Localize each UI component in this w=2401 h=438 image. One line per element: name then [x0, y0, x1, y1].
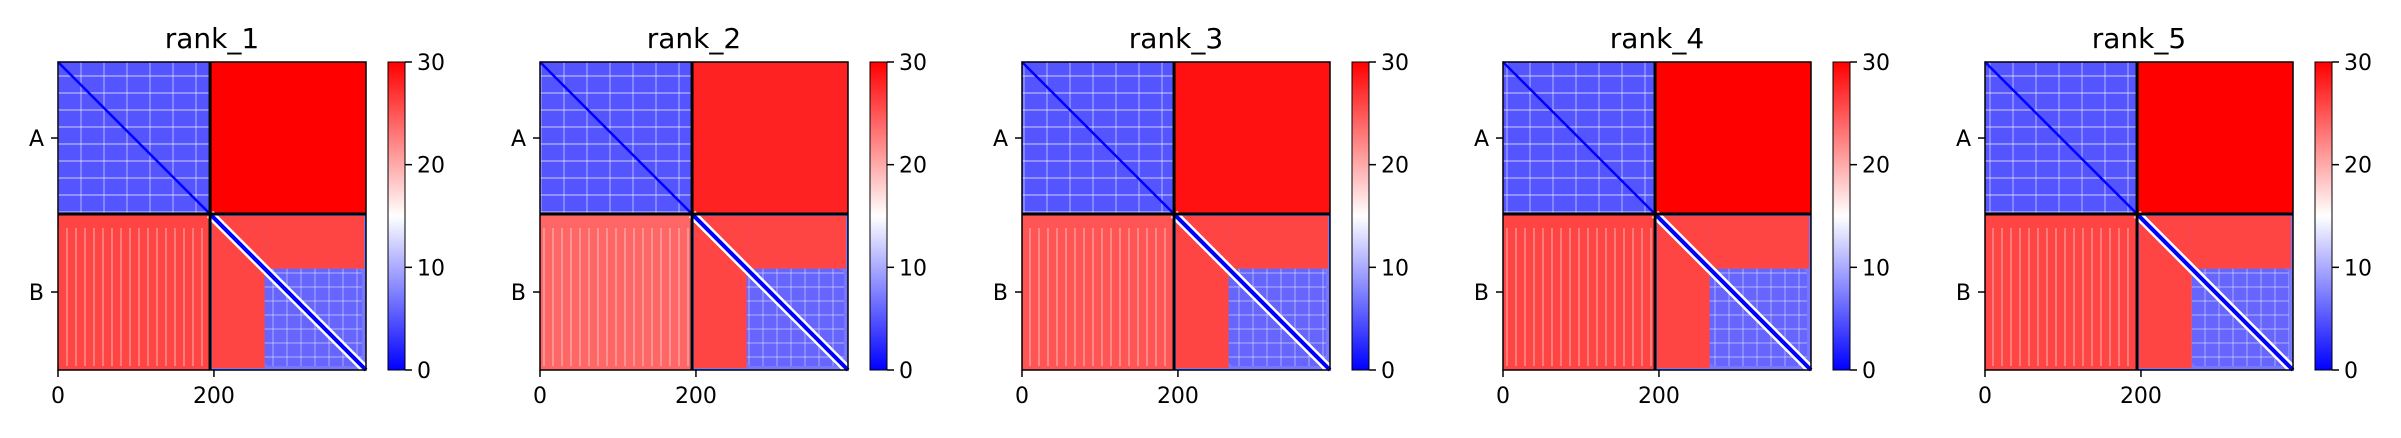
colorbar-tick-label-30: 30: [1862, 51, 1890, 76]
diagonal-A: [1984, 61, 2138, 215]
xtick-label-0: 0: [1978, 384, 1992, 409]
heatmap-texture-B-A: [1985, 228, 2138, 366]
pae-panel-rank_4: rank_4 A B 0 200 0 10 20 30: [1474, 22, 1890, 409]
ytick-label-B: B: [1474, 281, 1489, 306]
colorbar-tick-label-0: 0: [2344, 359, 2358, 384]
diagonal-A: [539, 61, 693, 215]
ytick-label-A: A: [993, 127, 1008, 152]
heatmap-linker-B2: [1228, 216, 1328, 269]
heatmap-block-A-B: [210, 62, 366, 215]
xtick-label-0: 0: [533, 384, 547, 409]
colorbar-tick-label-0: 0: [417, 359, 431, 384]
colorbar-tick-label-10: 10: [1381, 256, 1409, 281]
heatmap-block-A-B: [2137, 62, 2293, 215]
axes-frame: [57, 61, 367, 371]
axes-frame: [539, 61, 849, 371]
ytick-label-B: B: [511, 281, 526, 306]
xtick-label-0: 0: [1015, 384, 1029, 409]
colorbar-tick-label-20: 20: [417, 154, 445, 179]
colorbar-tick-label-10: 10: [417, 256, 445, 281]
ytick-label-A: A: [1474, 127, 1489, 152]
colorbar: [387, 61, 406, 371]
pae-panel-rank_3: rank_3 A B 0 200 0 10 20 30: [993, 22, 1409, 409]
colorbar: [2314, 61, 2333, 371]
xtick-label-200: 200: [1157, 384, 1199, 409]
panel-title: rank_3: [1129, 22, 1223, 55]
heatmap-block-A-B: [692, 62, 848, 215]
ytick-label-B: B: [993, 281, 1008, 306]
xtick-label-200: 200: [1638, 384, 1680, 409]
panel-title: rank_1: [165, 22, 259, 55]
diagonal-A: [57, 61, 211, 215]
colorbar-tick-label-10: 10: [2344, 256, 2372, 281]
colorbar-tick-label-10: 10: [899, 256, 927, 281]
axes-frame: [1021, 61, 1331, 371]
pae-panel-rank_1: rank_1 A B 0 200 0 10 20 30: [29, 22, 445, 409]
diagonal-B: [208, 212, 368, 372]
heatmap-linker-B2: [1709, 216, 1809, 269]
colorbar-tick-label-0: 0: [1381, 359, 1395, 384]
axes-frame: [1984, 61, 2294, 371]
diagonal-B: [1653, 212, 1813, 372]
axes-frame: [1502, 61, 1812, 371]
colorbar-tick-label-30: 30: [2344, 51, 2372, 76]
colorbar: [1832, 61, 1851, 371]
colorbar-tick-label-20: 20: [1862, 154, 1890, 179]
colorbar-tick-label-30: 30: [899, 51, 927, 76]
xtick-label-0: 0: [1496, 384, 1510, 409]
diagonal-B: [1172, 212, 1332, 372]
colorbar-tick-label-30: 30: [417, 51, 445, 76]
diagonal-A: [1502, 61, 1656, 215]
diagonal-B: [690, 212, 850, 372]
heatmap-block-A-B: [1174, 62, 1330, 215]
heatmap-linker-B2: [264, 216, 364, 269]
colorbar-tick-label-30: 30: [1381, 51, 1409, 76]
ytick-label-A: A: [511, 127, 526, 152]
colorbar: [1351, 61, 1370, 371]
pae-panel-rank_5: rank_5 A B 0 200 0 10 20 30: [1956, 22, 2372, 409]
panel-title: rank_4: [1610, 22, 1704, 55]
colorbar-tick-label-20: 20: [1381, 154, 1409, 179]
xtick-label-200: 200: [193, 384, 235, 409]
diagonal-A: [1021, 61, 1175, 215]
heatmap-texture-B-A: [1503, 228, 1656, 366]
colorbar-tick-label-20: 20: [899, 154, 927, 179]
xtick-label-200: 200: [2120, 384, 2162, 409]
heatmap-texture-B-A: [1022, 228, 1175, 366]
colorbar-tick-label-0: 0: [899, 359, 913, 384]
heatmap-texture-B-A: [540, 228, 693, 366]
panel-title: rank_5: [2092, 22, 2186, 55]
xtick-label-200: 200: [675, 384, 717, 409]
heatmap-block-A-B: [1655, 62, 1811, 215]
diagonal-B: [2135, 212, 2295, 372]
panel-title: rank_2: [647, 22, 741, 55]
xtick-label-0: 0: [51, 384, 65, 409]
colorbar: [869, 61, 888, 371]
ytick-label-A: A: [1956, 127, 1971, 152]
pae-panel-rank_2: rank_2 A B 0 200 0 10 20 30: [511, 22, 927, 409]
heatmap-texture-B-A: [58, 228, 211, 366]
heatmap-linker-B2: [746, 216, 846, 269]
colorbar-tick-label-20: 20: [2344, 154, 2372, 179]
ytick-label-B: B: [1956, 281, 1971, 306]
colorbar-tick-label-0: 0: [1862, 359, 1876, 384]
colorbar-tick-label-10: 10: [1862, 256, 1890, 281]
heatmap-linker-B2: [2191, 216, 2291, 269]
ytick-label-A: A: [29, 127, 44, 152]
ytick-label-B: B: [29, 281, 44, 306]
